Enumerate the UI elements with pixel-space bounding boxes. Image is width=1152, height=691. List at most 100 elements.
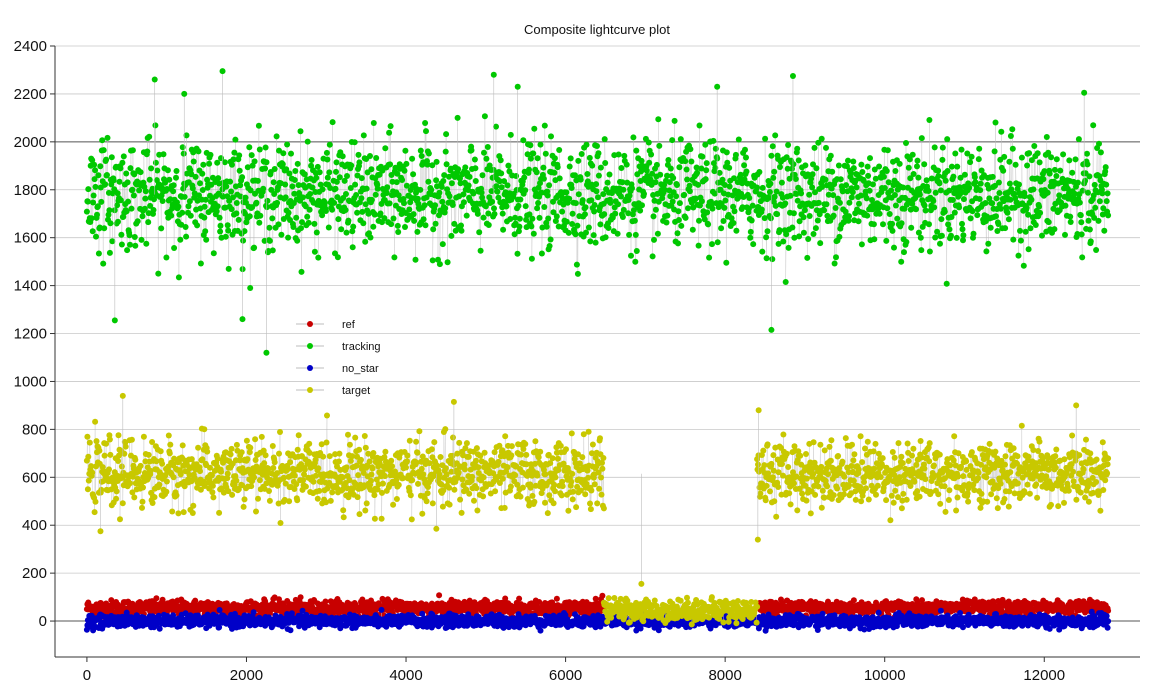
data-point: [432, 220, 439, 227]
data-point: [850, 597, 857, 604]
data-point: [901, 249, 907, 256]
data-point: [109, 238, 116, 245]
data-point: [763, 234, 770, 241]
data-point: [956, 204, 963, 211]
data-point: [686, 188, 693, 195]
data-point: [983, 248, 990, 255]
data-point: [528, 255, 535, 262]
data-point: [1097, 149, 1104, 156]
data-point: [315, 254, 322, 261]
data-point: [709, 241, 715, 248]
data-point: [730, 220, 737, 226]
data-point: [206, 160, 213, 167]
data-point: [442, 148, 449, 155]
data-point: [563, 189, 570, 196]
data-point: [809, 171, 816, 178]
data-point: [386, 200, 393, 207]
data-point: [620, 206, 627, 213]
data-point: [949, 197, 956, 203]
data-point: [743, 154, 749, 161]
data-point: [392, 164, 399, 171]
data-point: [903, 140, 909, 146]
data-point: [425, 178, 432, 185]
data-point: [607, 199, 614, 206]
data-point: [100, 147, 107, 154]
data-point: [550, 198, 556, 205]
data-point: [542, 150, 549, 157]
data-point: [845, 217, 852, 224]
data-point: [774, 211, 781, 218]
data-point: [1010, 236, 1017, 243]
data-point: [766, 189, 773, 195]
data-point: [667, 193, 674, 200]
data-point: [722, 197, 729, 204]
data-point: [706, 254, 713, 261]
data-point: [173, 168, 180, 174]
data-point: [946, 226, 953, 233]
data-point: [546, 182, 553, 189]
data-point: [228, 206, 235, 213]
data-point: [584, 171, 591, 177]
data-point: [247, 285, 254, 291]
data-point: [657, 171, 664, 178]
data-point: [1087, 238, 1094, 245]
data-point: [440, 178, 447, 184]
data-point: [996, 190, 1003, 196]
data-point: [731, 175, 737, 182]
data-point: [1015, 252, 1022, 259]
data-point: [410, 171, 417, 178]
data-point: [918, 247, 925, 254]
data-point: [284, 141, 291, 148]
data-point: [271, 166, 278, 172]
data-point: [756, 169, 763, 175]
x-tick-label: 6000: [549, 667, 582, 684]
data-point: [1018, 154, 1025, 161]
data-point: [705, 221, 712, 228]
data-point: [479, 172, 486, 179]
data-point: [156, 625, 163, 632]
data-point: [919, 597, 925, 604]
data-point: [273, 133, 280, 140]
data-point: [219, 193, 226, 200]
data-point: [454, 114, 461, 121]
data-point: [118, 241, 125, 248]
data-point: [579, 197, 586, 204]
data-point: [814, 217, 821, 224]
data-point: [574, 270, 581, 277]
data-point: [316, 169, 323, 176]
data-point: [768, 152, 775, 159]
data-point: [1077, 212, 1084, 219]
data-point: [403, 182, 410, 189]
data-point: [1096, 140, 1102, 147]
data-point: [222, 233, 229, 240]
data-point: [323, 149, 330, 156]
outlier-point: [514, 83, 521, 90]
data-point: [455, 166, 462, 173]
data-point: [458, 227, 465, 234]
data-point: [326, 169, 333, 176]
data-point: [664, 172, 670, 179]
data-point: [154, 167, 161, 174]
data-point: [515, 202, 522, 209]
data-point: [500, 226, 507, 233]
data-point: [686, 182, 693, 189]
data-point: [695, 181, 702, 188]
data-point: [847, 169, 854, 176]
data-point: [1051, 226, 1058, 233]
data-point: [548, 133, 554, 140]
data-point: [675, 240, 681, 247]
data-point: [263, 159, 270, 166]
data-point: [249, 204, 256, 211]
data-point: [859, 169, 866, 175]
data-point: [833, 254, 839, 261]
data-point: [260, 185, 267, 192]
data-point: [1046, 170, 1053, 177]
data-point: [207, 151, 214, 158]
data-point: [711, 190, 718, 197]
data-point: [748, 217, 755, 224]
data-point: [402, 147, 409, 154]
data-point: [551, 169, 558, 176]
data-point: [802, 162, 809, 169]
data-point: [1102, 164, 1109, 171]
